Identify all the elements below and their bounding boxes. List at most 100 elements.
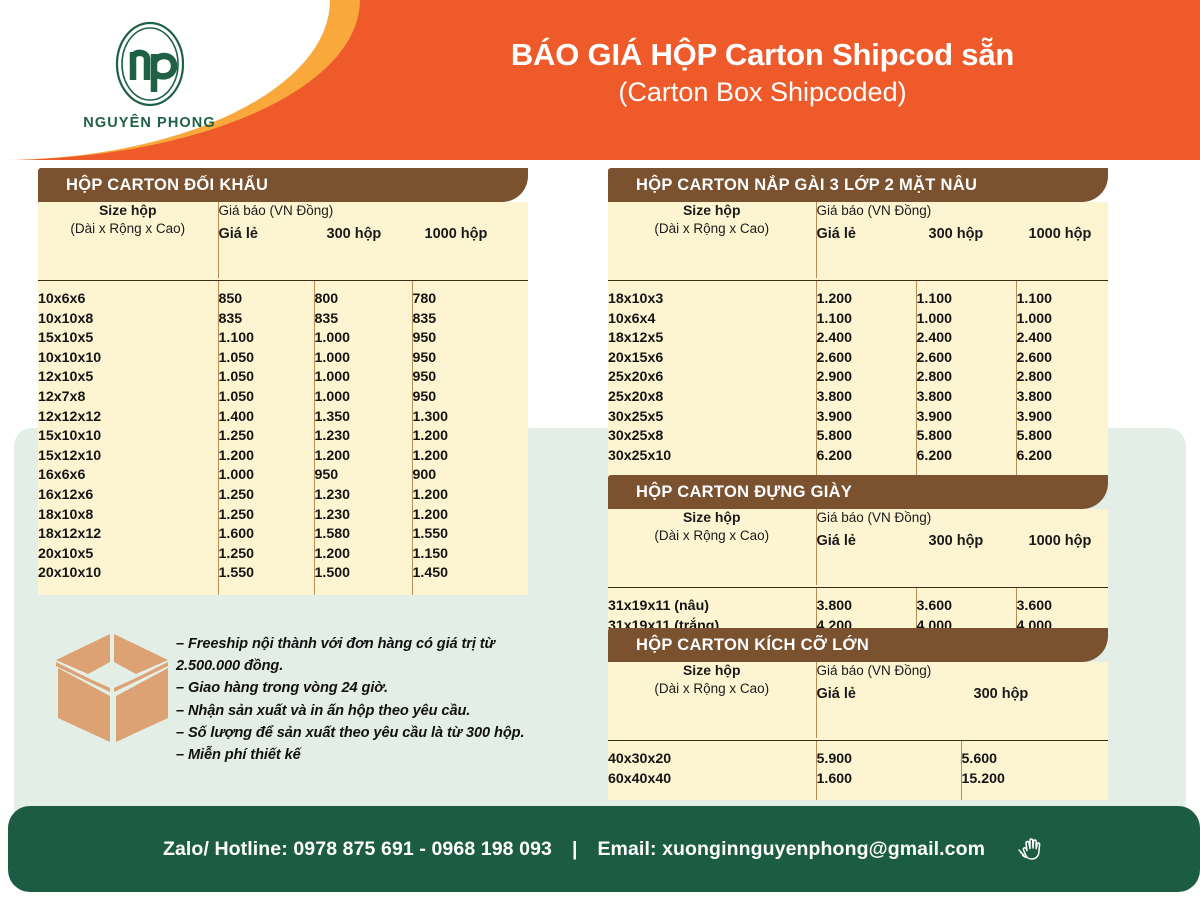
cell-1000: 3.900	[1016, 408, 1053, 425]
cell-retail: 1.000	[218, 466, 315, 486]
carton-box-icon	[48, 622, 178, 747]
cell-retail: 1.600	[816, 769, 962, 790]
cell-300: 1.000	[314, 368, 413, 388]
cell-1000: 1.200	[412, 506, 449, 523]
cell-size: 20x15x6	[608, 348, 817, 369]
cell-300: 1.230	[314, 427, 413, 447]
cell-retail: 1.250	[218, 427, 315, 447]
col-price-group: Giá báo (VN Đồng) Giá lẻ 300 hộp 1000 hộ…	[816, 203, 1092, 242]
col-size-hop: Size hộp (Dài x Rộng x Cao)	[608, 662, 817, 738]
cell-1000: 900	[412, 467, 437, 484]
cell-300: 1.230	[314, 505, 413, 526]
cell-300: 1.100	[916, 290, 1017, 310]
footer-separator: |	[571, 837, 578, 860]
cell-300: 1.580	[314, 525, 413, 545]
footer-email[interactable]: Email: xuonginnguyenphong@gmail.com	[597, 837, 986, 860]
table-row: 12x12x12 1.400 1.350 1.300	[38, 407, 528, 428]
cell-retail: 1.600	[218, 525, 315, 545]
cell-retail: 1.050	[218, 368, 315, 388]
footer-hotline[interactable]: Zalo/ Hotline: 0978 875 691 - 0968 198 0…	[162, 837, 552, 860]
table-header-bar: HỘP CARTON ĐỰNG GIÀY	[608, 475, 1108, 509]
cell-300: 1.230	[314, 485, 413, 506]
cell-size: 15x10x5	[38, 329, 219, 349]
footer-contact-bar: Zalo/ Hotline: 0978 875 691 - 0968 198 0…	[8, 806, 1200, 892]
col-300: 300 hộp	[326, 225, 382, 242]
cell-size: 12x7x8	[38, 387, 219, 408]
col-size-hop: Size hộp (Dài x Rộng x Cao)	[38, 202, 219, 278]
note-line: – Nhận sản xuất và in ấn hộp theo yêu cầ…	[176, 702, 471, 719]
cell-retail: 1.250	[218, 544, 315, 565]
table-row: 31x19x11 (nâu) 3.800 3.600 3.600	[608, 597, 1108, 617]
col-1000: 1000 hộp	[1028, 532, 1092, 549]
cell-size: 10x10x10	[38, 348, 219, 369]
cell-1000: 1.150	[412, 545, 449, 562]
cell-300: 1.200	[314, 544, 413, 565]
cell-300: 1.500	[314, 564, 413, 584]
table-rows-body: 10x6x6 850 800 780 10x10x8 835 835 835 15x10x5 1.…	[38, 290, 528, 584]
note-line: – Freeship nội thành với đơn hàng có giá…	[176, 636, 495, 652]
cell-300: 1.000	[314, 348, 413, 369]
table-column-header: Size hộp (Dài x Rộng x Cao) Giá báo (VN …	[38, 202, 528, 278]
cell-300: 6.200	[916, 446, 1017, 467]
table-kich-co-lon: HỘP CARTON KÍCH CỠ LỚN Size hộp (Dài x R…	[608, 628, 1108, 801]
table-column-header: Size hộp (Dài x Rộng x Cao) Giá báo (VN …	[608, 202, 1108, 278]
cell-300: 3.600	[916, 597, 1017, 617]
cell-1000: 950	[412, 330, 437, 347]
cell-1000: 1.100	[1016, 291, 1053, 307]
table-body: Size hộp (Dài x Rộng x Cao) Giá báo (VN …	[38, 202, 528, 595]
table-nap-gai: HỘP CARTON NẮP GÀI 3 LỚP 2 MẶT NÂU Size …	[608, 168, 1108, 478]
cell-300: 1.000	[916, 309, 1017, 330]
table-row: 15x10x10 1.250 1.230 1.200	[38, 427, 528, 447]
cell-retail: 6.200	[816, 446, 917, 467]
cell-1000: 1.550	[412, 526, 449, 543]
cell-size: 10x10x8	[38, 309, 219, 330]
table-rows-body: 40x30x20 5.900 5.600 60x40x40 1.600 15.200	[608, 750, 1108, 790]
table-body: Size hộp (Dài x Rộng x Cao) Giá báo (VN …	[608, 202, 1108, 478]
cell-retail: 2.900	[816, 368, 917, 388]
cell-size: 16x6x6	[38, 466, 219, 486]
table-row: 10x6x4 1.100 1.000 1.000	[608, 309, 1108, 330]
cell-size: 18x10x8	[38, 505, 219, 526]
cell-size: 25x20x8	[608, 387, 817, 408]
cell-size: 12x10x5	[38, 368, 219, 388]
cell-retail: 1.550	[218, 564, 315, 584]
cell-retail: 2.600	[816, 348, 917, 369]
cell-1000: 2.800	[1016, 369, 1053, 386]
page-subtitle: (Carton Box Shipcoded)	[618, 76, 907, 107]
cell-size: 30x25x10	[608, 446, 817, 467]
cell-size: 18x12x12	[38, 525, 219, 545]
cell-1000: 950	[412, 388, 437, 405]
cell-300: 5.800	[916, 427, 1017, 447]
table-row: 30x25x8 5.800 5.800 5.800	[608, 427, 1108, 447]
table-header-bar: HỘP CARTON ĐỐI KHẨU	[38, 168, 528, 202]
col-retail: Giá lẻ	[816, 532, 857, 549]
cell-size: 18x10x3	[608, 290, 817, 310]
col-300: 300 hộp	[928, 225, 984, 242]
cell-retail: 850	[218, 290, 315, 310]
cell-retail: 1.050	[218, 387, 315, 408]
cell-retail: 3.800	[816, 597, 917, 617]
cell-1000: 3.600	[1016, 598, 1053, 614]
note-line: 2.500.000 đồng.	[176, 658, 284, 675]
cell-size: 30x25x5	[608, 407, 817, 428]
cell-1000: 1.300	[412, 408, 449, 425]
cell-size: 60x40x40	[608, 769, 817, 790]
cell-size: 16x12x6	[38, 485, 219, 506]
page-title: BÁO GIÁ HỘP Carton Shipcod sẵn	[510, 37, 1015, 72]
cell-300: 3.800	[916, 387, 1017, 408]
table-row: 25x20x8 3.800 3.800 3.800	[608, 387, 1108, 408]
table-row: 10x10x10 1.050 1.000 950	[38, 348, 528, 369]
col-retail: Giá lẻ	[816, 685, 857, 702]
table-header-bar: HỘP CARTON NẮP GÀI 3 LỚP 2 MẶT NÂU	[608, 168, 1108, 202]
cell-300: 950	[314, 466, 413, 486]
note-line: – Số lượng để sản xuất theo yêu cầu là t…	[176, 724, 525, 741]
table-header-bar: HỘP CARTON KÍCH CỠ LỚN	[608, 628, 1108, 662]
table-row: 25x20x6 2.900 2.800 2.800	[608, 368, 1108, 388]
cell-1000: 780	[412, 291, 437, 307]
table-doi-khau: HỘP CARTON ĐỐI KHẨU Size hộp (Dài x Rộng…	[38, 168, 528, 595]
cell-300: 1.000	[314, 329, 413, 349]
cell-size: 20x10x10	[38, 564, 219, 584]
cell-1000: 3.800	[1016, 388, 1053, 405]
cell-300: 1.000	[314, 387, 413, 408]
table-row: 16x12x6 1.250 1.230 1.200	[38, 485, 528, 506]
